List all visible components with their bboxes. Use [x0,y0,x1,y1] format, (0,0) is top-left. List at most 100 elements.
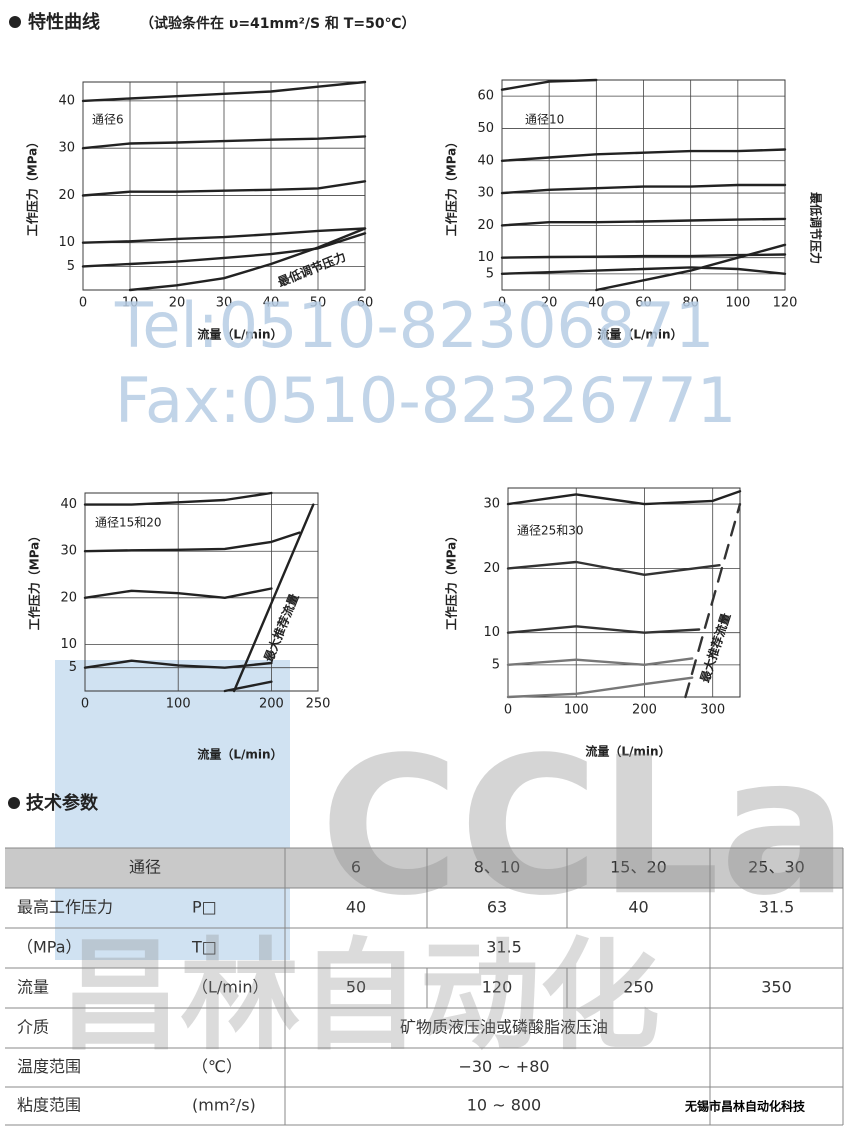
row-label: 温度范围 [17,1057,81,1076]
row-unit: （℃） [192,1057,242,1076]
bullet [9,16,21,28]
subtitle: （试验条件在 υ=41mm²/S 和 T=50℃） [140,15,416,32]
annotation: 最低调节压力 [275,249,347,290]
table-cell: 矿物质液压油或磷酸脂液压油 [400,1018,608,1037]
row-unit: （L/min） [192,978,268,997]
row-label: 最高工作压力 [17,898,113,917]
chart-label: 通径25和30 [517,524,584,538]
table-header-bg [5,848,843,888]
curve [81,135,367,150]
y-tick-label: 20 [483,561,500,576]
x-tick-label: 10 [122,296,139,311]
curve [83,491,273,506]
y-tick-label: 40 [58,93,75,108]
table-cell: 63 [487,898,507,917]
curve [223,680,273,693]
x-tick-label: 40 [263,296,280,311]
y-tick-label: 30 [58,141,75,156]
x-tick-label: 200 [259,697,284,712]
x-axis-label: 流量（L/min） [197,327,282,342]
y-axis-label: 工作压力（MPa） [444,136,459,237]
table-cell: 31.5 [486,938,522,957]
row-unit: T□ [191,938,217,957]
y-axis-label: 工作压力（MPa） [444,530,459,631]
table-cell: 350 [761,978,792,997]
logo-block [55,660,290,960]
annotation: 最低调节压力 [809,192,824,264]
y-axis-label: 工作压力（MPa） [27,530,42,631]
table-cell: 120 [482,978,513,997]
table-cell: 50 [346,978,366,997]
y-tick-label: 20 [477,218,494,233]
bullet [8,797,20,809]
annotation: 最大推荐流量 [261,591,302,663]
y-tick-label: 5 [486,266,494,281]
y-tick-label: 40 [60,497,77,512]
logo-text-cn: 昌林自动化 [60,928,660,1067]
table-cell: −30 ~ +80 [458,1057,549,1076]
section-title: 技术参数 [26,792,99,814]
chart-label: 通径10 [525,113,564,127]
table-cell: 10 ~ 800 [467,1096,541,1115]
x-tick-label: 0 [504,703,512,718]
x-tick-label: 120 [773,296,798,311]
curve [500,78,598,91]
curve [81,80,367,103]
curve [506,560,721,576]
x-tick-label: 200 [632,703,657,718]
x-tick-label: 60 [635,296,652,311]
x-tick-label: 100 [725,296,750,311]
row-unit: (mm²/s) [192,1096,256,1115]
watermark-fax: Fax:0510-82326771 [115,364,736,437]
annotation: 最大推荐流量 [697,611,734,684]
curve [500,217,787,227]
table-cell: 40 [346,898,366,917]
x-tick-label: 0 [81,697,89,712]
table-header: 通径 [129,858,161,877]
y-tick-label: 10 [60,637,77,652]
y-tick-label: 30 [60,544,77,559]
table-header: 6 [351,858,361,877]
y-tick-label: 10 [58,235,75,250]
x-tick-label: 40 [588,296,605,311]
row-label: （MPa） [17,938,82,957]
logo-text: CCLair [320,716,850,937]
curve [506,625,701,634]
y-tick-label: 10 [477,250,494,265]
x-tick-label: 100 [166,697,191,712]
x-tick-label: 100 [564,703,589,718]
y-tick-label: 30 [483,497,500,512]
table-header: 8、10 [474,858,521,877]
chart-label: 通径6 [92,113,124,127]
table-header: 25、30 [748,858,805,877]
row-label: 介质 [17,1018,49,1037]
y-tick-label: 50 [477,121,494,136]
curve [232,503,315,693]
curve [500,266,787,275]
x-tick-label: 300 [700,703,725,718]
x-tick-label: 60 [357,296,374,311]
curve [83,659,273,669]
y-tick-label: 40 [477,153,494,168]
curve [506,657,694,666]
y-tick-label: 20 [58,188,75,203]
y-tick-label: 5 [67,259,75,274]
y-tick-label: 20 [60,590,77,605]
curve [506,676,694,699]
y-tick-label: 5 [69,660,77,675]
curve [506,490,742,506]
y-tick-label: 30 [477,186,494,201]
x-tick-label: 80 [682,296,699,311]
curve [81,227,367,244]
curve [500,253,787,259]
curve [500,148,787,162]
table: 通径 6 8、10 15、20 25、30 最高工作压力 P□ 40 63 40 31.5 （MPa）… [5,847,844,1126]
x-tick-label: 250 [306,697,331,712]
row-unit: P□ [192,898,217,917]
table-cell: 40 [628,898,648,917]
table-header: 15、20 [610,858,667,877]
y-tick-label: 10 [483,625,500,640]
row-label: 粘度范围 [17,1096,81,1115]
footer: 无锡市昌林自动化科技 [684,1099,806,1114]
